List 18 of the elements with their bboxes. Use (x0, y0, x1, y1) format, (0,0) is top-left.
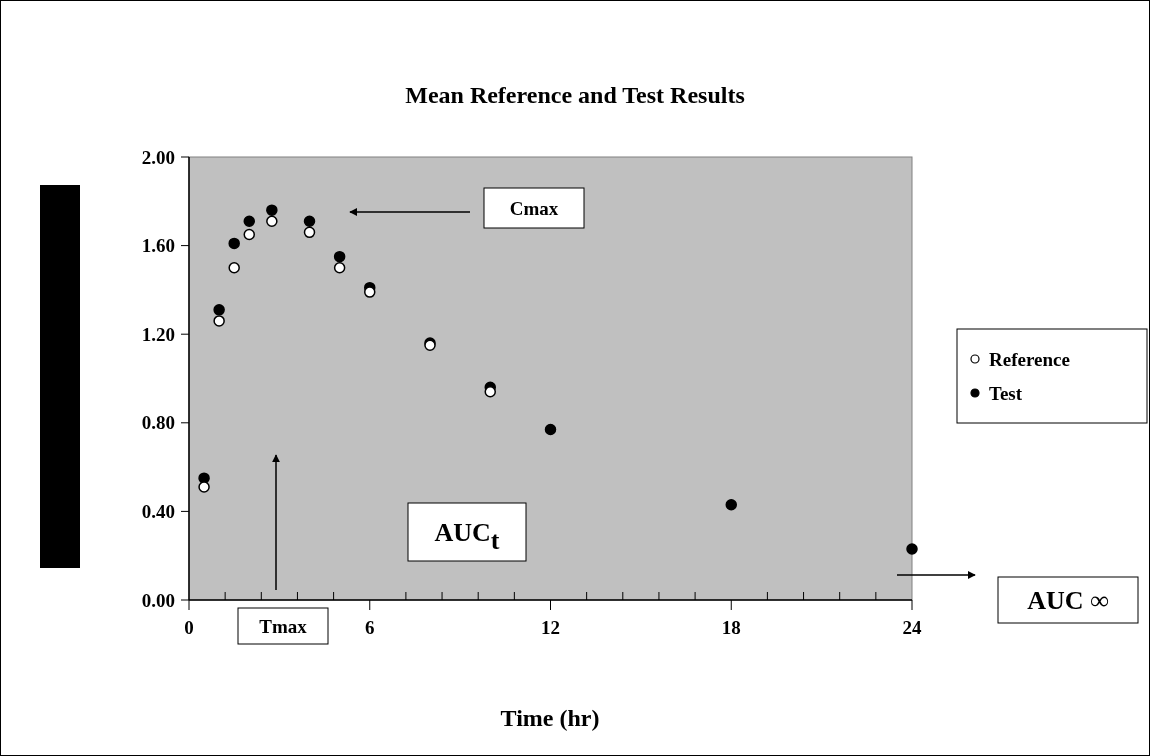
text: Tmax (259, 615, 308, 637)
y-tick-label: 0.80 (141, 412, 175, 434)
text: AUC ∞ (1027, 586, 1109, 616)
y-tick-label: 2.00 (141, 146, 175, 168)
y-tick-label: 0.00 (141, 589, 175, 611)
annotation: Cmax (509, 197, 559, 219)
x-tick-label: 24 (902, 617, 922, 638)
y-tick-label: 0.40 (141, 501, 175, 523)
chart-title: Mean Reference and Test Results (405, 82, 745, 108)
y-tick-label: 1.20 (141, 323, 175, 345)
legend-label: Test (989, 382, 1023, 404)
legend-label: Reference (989, 348, 1070, 370)
x-tick-label: 18 (721, 617, 741, 638)
x-tick-label: 0 (184, 617, 194, 638)
x-tick-label: 6 (365, 617, 375, 638)
y-tick-label: 1.60 (141, 235, 175, 257)
x-tick-label: 12 (541, 617, 560, 638)
x-axis-title: Time (hr) (500, 705, 600, 731)
